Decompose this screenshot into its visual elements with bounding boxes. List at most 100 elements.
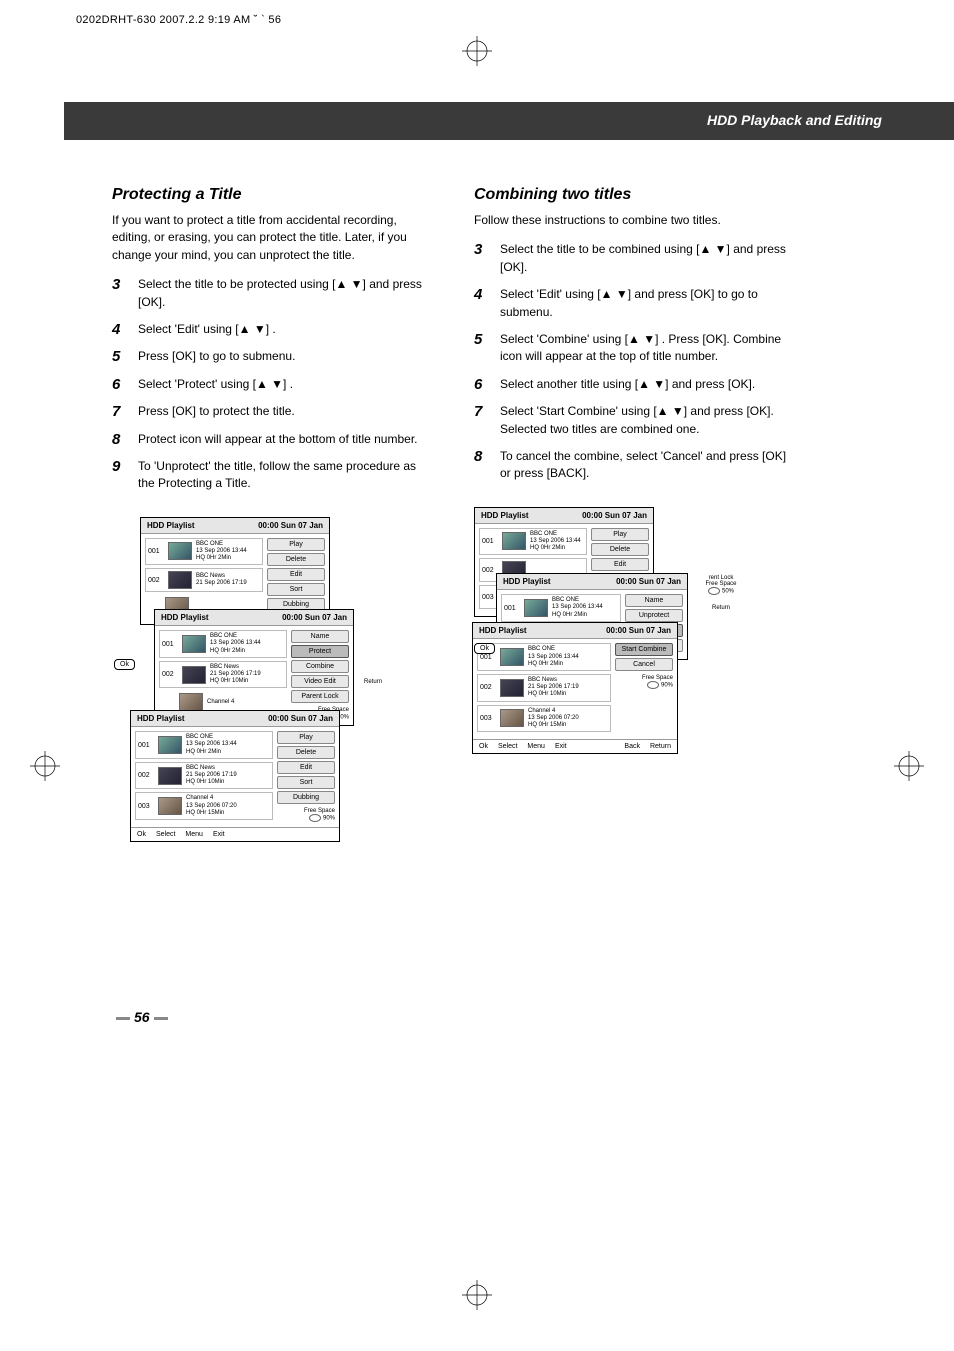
band-title: HDD Playback and Editing: [707, 112, 882, 128]
ok-indicator: Ok: [114, 659, 135, 670]
item-num: 001: [504, 605, 520, 612]
step-num: 7: [474, 403, 488, 438]
item-num: 002: [480, 684, 496, 691]
foot-exit: Exit: [213, 831, 225, 838]
step-num: 3: [474, 241, 488, 276]
item-num: 001: [162, 641, 178, 648]
menu-unprotect[interactable]: Unprotect: [625, 609, 683, 622]
thumb-icon: [524, 599, 548, 617]
menu-parent-lock[interactable]: Parent Lock: [291, 690, 349, 703]
playlist-panel-3: HDD Playlist00:00 Sun 07 Jan 001BBC ONE1…: [130, 710, 340, 842]
left-column: Protecting a Title If you want to protec…: [112, 186, 432, 844]
step-text: Press [OK] to go to submenu.: [138, 348, 432, 365]
thumb-icon: [502, 532, 526, 550]
item-num: 003: [138, 803, 154, 810]
item-meta: BBC ONE13 Sep 2006 13:44HQ 0Hr 2Min: [210, 633, 261, 655]
step-num: 5: [474, 331, 488, 366]
step-num: 7: [112, 403, 126, 420]
menu-play[interactable]: Play: [591, 528, 649, 541]
free-space-label: Free Space90%: [615, 675, 673, 689]
step-num: 4: [112, 321, 126, 338]
menu-edit[interactable]: Edit: [267, 568, 325, 581]
right-column: Combining two titles Follow these instru…: [474, 186, 794, 844]
panel-title: HDD Playlist: [479, 626, 527, 635]
crop-mark-left: [30, 746, 60, 791]
left-steps: 3Select the title to be protected using …: [112, 276, 432, 493]
thumb-icon: [182, 635, 206, 653]
item-label: Channel 4: [207, 699, 234, 706]
thumb-icon: [158, 736, 182, 754]
step-num: 4: [474, 286, 488, 321]
item-num: 001: [148, 548, 164, 555]
menu-delete[interactable]: Delete: [277, 746, 335, 759]
step-num: 6: [474, 376, 488, 393]
item-meta: BBC ONE13 Sep 2006 13:44HQ 0Hr 2Min: [528, 646, 579, 668]
panel-title: HDD Playlist: [147, 521, 195, 530]
item-meta: BBC News21 Sep 2006 17:19: [196, 573, 247, 587]
thumb-icon: [500, 679, 524, 697]
return-label: Return: [364, 679, 382, 685]
menu-name[interactable]: Name: [291, 630, 349, 643]
foot-return: Return: [650, 743, 671, 750]
step-text: Select 'Edit' using [▲ ▼] and press [OK]…: [500, 286, 794, 321]
foot-ok: Ok: [479, 743, 488, 750]
item-num: 003: [480, 715, 496, 722]
menu-protect[interactable]: Protect: [291, 645, 349, 658]
menu-name[interactable]: Name: [625, 594, 683, 607]
item-num: 002: [138, 772, 154, 779]
thumb-icon: [158, 797, 182, 815]
foot-menu: Menu: [185, 831, 203, 838]
step-num: 8: [112, 431, 126, 448]
menu-delete[interactable]: Delete: [267, 553, 325, 566]
menu-play[interactable]: Play: [267, 538, 325, 551]
panel-title: HDD Playlist: [503, 577, 551, 586]
thumb-icon: [182, 666, 206, 684]
item-meta: BBC News21 Sep 2006 17:19HQ 0Hr 10Min: [186, 765, 237, 787]
combining-intro: Follow these instructions to combine two…: [474, 212, 794, 229]
menu-dubbing[interactable]: Dubbing: [277, 791, 335, 804]
panel-time: 00:00 Sun 07 Jan: [606, 626, 671, 635]
item-num: 001: [138, 742, 154, 749]
item-meta: BBC ONE13 Sep 2006 13:44HQ 0Hr 2Min: [530, 531, 581, 553]
foot-select: Select: [156, 831, 175, 838]
step-num: 5: [112, 348, 126, 365]
panel-time: 00:00 Sun 07 Jan: [258, 521, 323, 530]
right-steps: 3Select the title to be combined using […: [474, 241, 794, 482]
foot-menu: Menu: [527, 743, 545, 750]
foot-exit: Exit: [555, 743, 567, 750]
free-space-label: Free Space90%: [277, 808, 335, 822]
step-num: 8: [474, 448, 488, 483]
thumb-icon: [179, 693, 203, 711]
foot-back: Back: [624, 743, 640, 750]
menu-play[interactable]: Play: [277, 731, 335, 744]
menu-sort[interactable]: Sort: [267, 583, 325, 596]
item-num: 001: [482, 538, 498, 545]
item-num: 002: [148, 577, 164, 584]
menu-delete[interactable]: Delete: [591, 543, 649, 556]
protecting-title-heading: Protecting a Title: [112, 186, 432, 204]
extra-labels: rent Lock Free Space 50% Return: [696, 575, 746, 611]
playlist-panel-b3: HDD Playlist00:00 Sun 07 Jan 001BBC ONE1…: [472, 622, 678, 754]
combining-title-heading: Combining two titles: [474, 186, 794, 204]
step-text: Select 'Edit' using [▲ ▼] .: [138, 321, 432, 338]
thumb-icon: [168, 542, 192, 560]
menu-start-combine[interactable]: Start Combine: [615, 643, 673, 656]
item-meta: Channel 413 Sep 2006 07:20HQ 0Hr 15Min: [186, 795, 237, 817]
menu-sort[interactable]: Sort: [277, 776, 335, 789]
thumb-icon: [158, 767, 182, 785]
item-meta: BBC News21 Sep 2006 17:19HQ 0Hr 10Min: [210, 664, 261, 686]
step-text: To cancel the combine, select 'Cancel' a…: [500, 448, 794, 483]
panel-time: 00:00 Sun 07 Jan: [282, 613, 347, 622]
menu-edit[interactable]: Edit: [277, 761, 335, 774]
crop-mark-right: [894, 746, 924, 791]
foot-select: Select: [498, 743, 517, 750]
menu-edit[interactable]: Edit: [591, 558, 649, 571]
menu-combine[interactable]: Combine: [291, 660, 349, 673]
menu-video-edit[interactable]: Video Edit: [291, 675, 349, 688]
menu-cancel[interactable]: Cancel: [615, 658, 673, 671]
step-text: Press [OK] to protect the title.: [138, 403, 432, 420]
item-meta: BBC ONE13 Sep 2006 13:44HQ 0Hr 2Min: [552, 597, 603, 619]
header-tab: 0202DRHT-630 2007.2.2 9:19 AM ˘ ` 56: [76, 14, 281, 26]
item-meta: BBC News21 Sep 2006 17:19HQ 0Hr 10Min: [528, 677, 579, 699]
panel-time: 00:00 Sun 07 Jan: [268, 714, 333, 723]
